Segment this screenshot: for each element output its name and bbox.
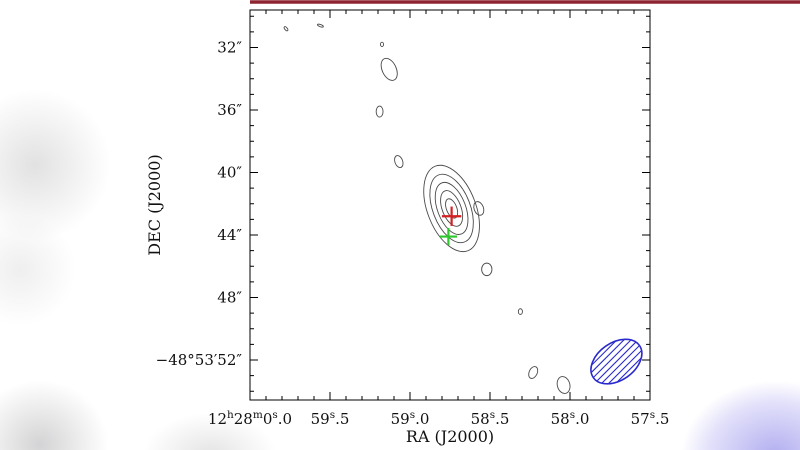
tick-labels: 12h28m0s.0 59s.5 59s.0 58s.5 58s.0 57s.5 32″ 36… — [156, 39, 670, 429]
svg-text:59s.0: 59s.0 — [391, 409, 430, 428]
svg-text:48″: 48″ — [217, 289, 242, 307]
svg-text:58s.5: 58s.5 — [471, 409, 510, 428]
svg-text:32″: 32″ — [217, 39, 242, 57]
svg-text:58s.0: 58s.0 — [551, 409, 590, 428]
source-markers — [439, 206, 462, 246]
y-axis-title: DEC (J2000) — [145, 154, 164, 255]
svg-text:12h28m0s.0: 12h28m0s.0 — [208, 409, 292, 428]
x-axis-title: RA (J2000) — [406, 427, 494, 446]
svg-text:−48°53′52″: −48°53′52″ — [156, 351, 243, 369]
plot-frame — [249, 9, 651, 401]
svg-text:40″: 40″ — [217, 164, 242, 182]
svg-text:59s.5: 59s.5 — [311, 409, 350, 428]
svg-text:44″: 44″ — [217, 226, 242, 244]
contour-lines — [283, 23, 571, 394]
svg-text:57s.5: 57s.5 — [631, 409, 670, 428]
axis-ticks — [249, 10, 651, 400]
svg-text:36″: 36″ — [217, 101, 242, 119]
